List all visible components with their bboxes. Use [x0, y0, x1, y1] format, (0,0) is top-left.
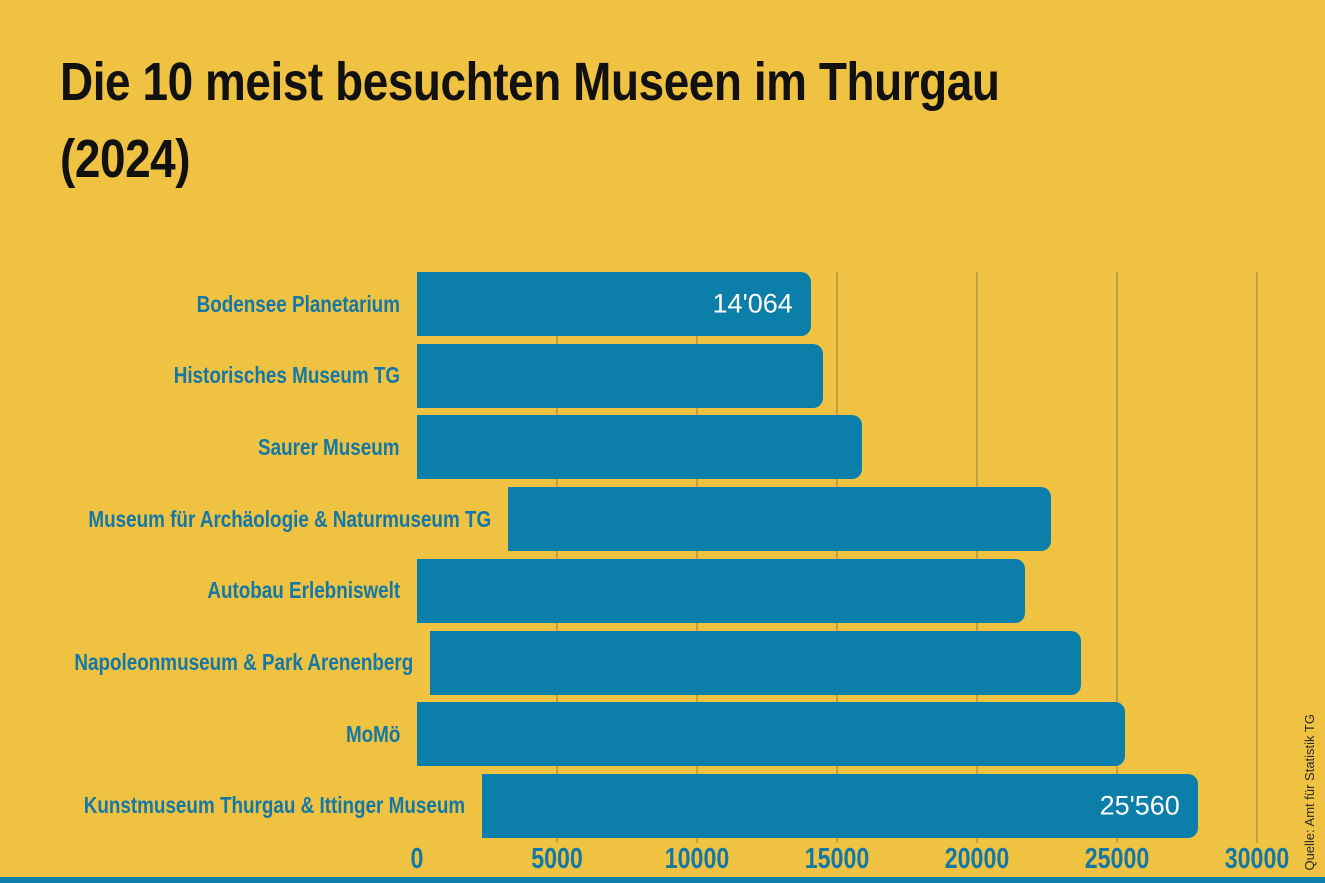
- x-tick-label-text: 0: [410, 843, 424, 875]
- source-note: Quelle: Amt für Statistik TG: [1302, 714, 1317, 871]
- bar-track: 25'560: [482, 773, 1257, 838]
- bar: [417, 558, 1025, 623]
- gridline-15000: [836, 272, 838, 843]
- gridline-20000: [976, 272, 978, 843]
- bar: [508, 487, 1052, 552]
- x-tick-label-text: 25000: [1084, 843, 1150, 875]
- category-label: Kunstmuseum Thurgau & Ittinger Museum: [0, 774, 465, 838]
- x-tick-label: 20000: [937, 843, 1018, 876]
- category-label-text: Napoleonmuseum & Park Arenenberg: [74, 649, 414, 675]
- x-tick-label: 30000: [1217, 843, 1298, 876]
- gridline-10000: [696, 272, 698, 843]
- gridline-25000: [1116, 272, 1118, 843]
- x-tick-label: 15000: [797, 843, 878, 876]
- bar: [417, 702, 1126, 767]
- bar-row: Historisches Museum TG: [0, 343, 1257, 408]
- bottom-accent-strip: [0, 877, 1325, 883]
- bar: [430, 630, 1082, 695]
- category-label: Autobau Erlebniswelt: [0, 559, 400, 623]
- x-tick-label: 25000: [1077, 843, 1158, 876]
- category-label: Bodensee Planetarium: [0, 272, 400, 336]
- bar-track: 14'064: [417, 272, 1257, 336]
- x-tick-label: 0: [409, 843, 425, 876]
- gridline-5000: [556, 272, 558, 843]
- x-tick-label-text: 5000: [531, 843, 583, 875]
- bar-value-label: 14'064: [712, 288, 793, 319]
- page-title: Die 10 meist besuchten Museen im Thurgau…: [60, 52, 1000, 189]
- category-label-text: Saurer Museum: [258, 433, 400, 460]
- category-label-text: Museum für Archäologie & Naturmuseum TG: [88, 505, 492, 532]
- bar: 25'560: [482, 773, 1198, 838]
- bar-track: [417, 702, 1257, 767]
- x-tick-label-text: 30000: [1224, 843, 1290, 875]
- bar-row: Kunstmuseum Thurgau & Ittinger Museum 25'…: [0, 773, 1257, 838]
- gridline-30000: [1256, 272, 1258, 843]
- category-label-text: Kunstmuseum Thurgau & Ittinger Museum: [83, 792, 466, 819]
- x-tick-label: 5000: [525, 843, 590, 876]
- bar-row: Napoleonmuseum & Park Arenenberg: [0, 630, 1257, 695]
- bar: 14'064: [417, 272, 811, 336]
- x-tick-label-text: 15000: [804, 843, 870, 875]
- category-label-text: Autobau Erlebniswelt: [207, 577, 400, 604]
- category-label: Saurer Museum: [0, 415, 400, 479]
- bar: [417, 415, 863, 480]
- category-label: MoMö: [0, 702, 400, 766]
- bar-track: [430, 630, 1257, 695]
- bar-row: Saurer Museum: [0, 415, 1257, 480]
- category-label-text: Historisches Museum TG: [173, 362, 400, 389]
- bar-row: Autobau Erlebniswelt: [0, 558, 1257, 623]
- bar-value-label: 25'560: [1099, 790, 1180, 821]
- bar: [417, 343, 823, 408]
- bar-track: [417, 415, 1257, 480]
- bar-track: [417, 558, 1257, 623]
- bar-row: MoMö: [0, 702, 1257, 767]
- category-label: Historisches Museum TG: [0, 344, 400, 408]
- bar-track: [508, 487, 1257, 552]
- x-tick-label: 10000: [657, 843, 738, 876]
- bar-track: [417, 343, 1257, 408]
- category-label-text: Bodensee Planetarium: [196, 290, 400, 317]
- category-label-text: MoMö: [345, 720, 400, 747]
- bar-row: Museum für Archäologie & Naturmuseum TG: [0, 487, 1257, 552]
- category-label: Museum für Archäologie & Naturmuseum TG: [0, 487, 491, 551]
- x-tick-label-text: 10000: [664, 843, 730, 875]
- bar-row: Bodensee Planetarium 14'064: [0, 272, 1257, 336]
- x-tick-label-text: 20000: [944, 843, 1010, 875]
- category-label: Napoleonmuseum & Park Arenenberg: [0, 631, 413, 695]
